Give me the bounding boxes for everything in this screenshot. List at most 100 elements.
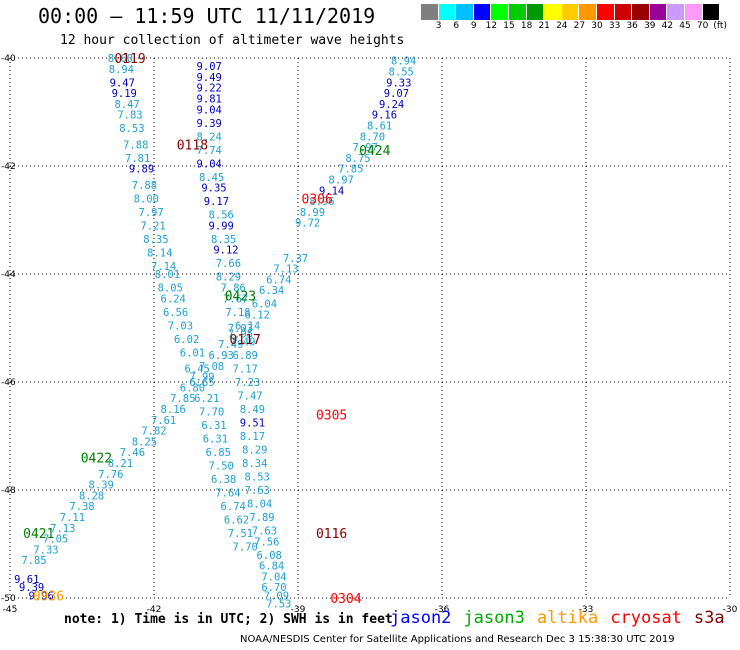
color-scale-tick-label: 70	[696, 21, 709, 31]
color-swatch	[544, 4, 562, 20]
lat-tick-label: -48	[1, 486, 16, 496]
wave-height-value: 9.39	[197, 118, 222, 130]
wave-height-value: 8.29	[242, 445, 267, 457]
wave-height-value: 8.25	[132, 436, 157, 448]
wave-height-value: 6.02	[174, 334, 199, 346]
wave-height-value: 6.24	[161, 293, 186, 305]
wave-height-value: 9.47	[110, 77, 135, 89]
color-swatch	[561, 4, 580, 20]
pass-label: 0422	[81, 452, 112, 467]
wave-height-value: 9.07	[384, 88, 409, 100]
wave-height-value: 7.66	[216, 258, 241, 270]
wave-height-value: 9.89	[129, 164, 154, 176]
wave-height-value: 6.84	[259, 561, 284, 573]
color-scale-tick-label: 24	[556, 21, 568, 31]
wave-height-value: 8.49	[240, 404, 265, 416]
color-swatch	[702, 4, 721, 20]
wave-height-value: 7.74	[197, 145, 222, 157]
wave-height-value: 8.00	[134, 193, 159, 205]
wave-height-value: 7.97	[353, 142, 378, 154]
wave-height-value: 7.17	[233, 364, 258, 376]
pass-label: 0117	[230, 333, 261, 348]
wave-height-value: 8.05	[158, 283, 183, 295]
color-swatch	[596, 4, 615, 20]
wave-height-value: 6.56	[163, 307, 188, 319]
wave-height-value: 7.85	[170, 393, 195, 405]
wave-height-value: 7.04	[261, 571, 286, 583]
wave-height-value: 7.50	[209, 461, 234, 473]
satellite-legend-item: jason3	[463, 608, 525, 628]
color-scale-tick-label: 27	[573, 21, 586, 31]
wave-height-value: 9.51	[240, 418, 265, 430]
color-scale-tick-label: 18	[520, 21, 533, 31]
color-swatch	[438, 4, 457, 20]
color-swatch	[526, 4, 545, 20]
wave-height-value: 7.83	[117, 110, 142, 122]
color-scale-tick-label: 39	[644, 21, 656, 31]
wave-height-value: 6.80	[180, 382, 205, 394]
color-scale-tick-label: 33	[608, 21, 621, 31]
color-swatch	[491, 4, 509, 20]
wave-height-value: 6.74	[221, 501, 246, 513]
wave-height-value: 7.37	[283, 253, 308, 265]
wave-height-value: 9.19	[112, 88, 137, 100]
lon-tick-label: -45	[3, 605, 18, 615]
wave-height-value: 9.04	[197, 104, 222, 116]
wave-height-value: 8.14	[147, 247, 172, 259]
pass-label: 0116	[316, 527, 347, 542]
color-swatch	[508, 4, 527, 20]
color-swatch	[579, 4, 597, 20]
wave-height-value: 8.60	[108, 53, 133, 65]
wave-height-value: 7.76	[98, 469, 123, 481]
wave-height-value: 7.97	[138, 207, 163, 219]
wave-height-value: 9.39	[19, 582, 44, 594]
wave-height-value: 9.22	[197, 83, 222, 95]
wave-height-value: 7.09	[264, 590, 289, 602]
units-note: note: 1) Time is in UTC; 2) SWH is in fe…	[64, 612, 393, 627]
wave-height-value: 8.16	[161, 404, 186, 416]
lat-tick-label: -50	[1, 594, 16, 604]
wave-height-value: 7.99	[189, 372, 214, 384]
pass-label: 0304	[330, 592, 361, 607]
lat-tick-label: -46	[1, 378, 16, 388]
wave-height-value: 8.99	[300, 207, 325, 219]
wave-height-value: 8.94	[109, 64, 134, 76]
satellite-legend-item: jason2	[390, 608, 452, 628]
color-scale-tick-label: 21	[538, 21, 550, 31]
credit-footer: NOAA/NESDIS Center for Satellite Applica…	[240, 634, 675, 645]
color-scale-tick-label: 30	[591, 21, 603, 31]
wave-height-value: 6.65	[189, 377, 214, 389]
wave-height-value: 9.35	[201, 183, 226, 195]
wave-height-value: 9.99	[209, 220, 234, 232]
lon-tick-label: -42	[147, 605, 162, 615]
wave-height-value: 8.97	[329, 175, 354, 187]
color-swatch	[632, 4, 650, 20]
wave-height-value: 8.47	[114, 99, 139, 111]
wave-height-value: 7.03	[228, 323, 253, 335]
lon-tick-label: -39	[291, 605, 306, 615]
wave-height-value: 7.95	[228, 328, 253, 340]
pass-label: 0306	[302, 192, 333, 207]
pass-label: 0118	[177, 138, 208, 153]
wave-height-value: 6.01	[180, 347, 205, 359]
wave-height-value: 9.12	[213, 245, 238, 257]
wave-height-value: 7.03	[168, 320, 193, 332]
wave-height-value: 6.70	[261, 582, 286, 594]
lat-tick-label: -42	[1, 162, 16, 172]
color-scale-tick-label: 42	[661, 21, 674, 31]
color-scale-tick-label: 9	[470, 21, 477, 31]
wave-height-value: 9.96	[29, 590, 54, 602]
wave-height-value: 7.11	[60, 512, 85, 524]
wave-height-value: 6.93	[209, 350, 234, 362]
wave-height-value: 8.56	[209, 210, 234, 222]
wave-height-value: 7.85	[21, 555, 46, 567]
color-swatch	[421, 4, 439, 20]
wave-height-value: 7.67	[223, 293, 248, 305]
color-scale-tick-label: 36	[626, 21, 638, 31]
wave-height-value: 6.85	[206, 447, 231, 459]
wave-height-value: 6.14	[235, 320, 260, 332]
wave-height-value: 9.24	[379, 99, 404, 111]
color-swatch	[649, 4, 668, 20]
lon-tick-label: -30	[723, 605, 738, 615]
wave-height-value: 9.17	[204, 196, 229, 208]
